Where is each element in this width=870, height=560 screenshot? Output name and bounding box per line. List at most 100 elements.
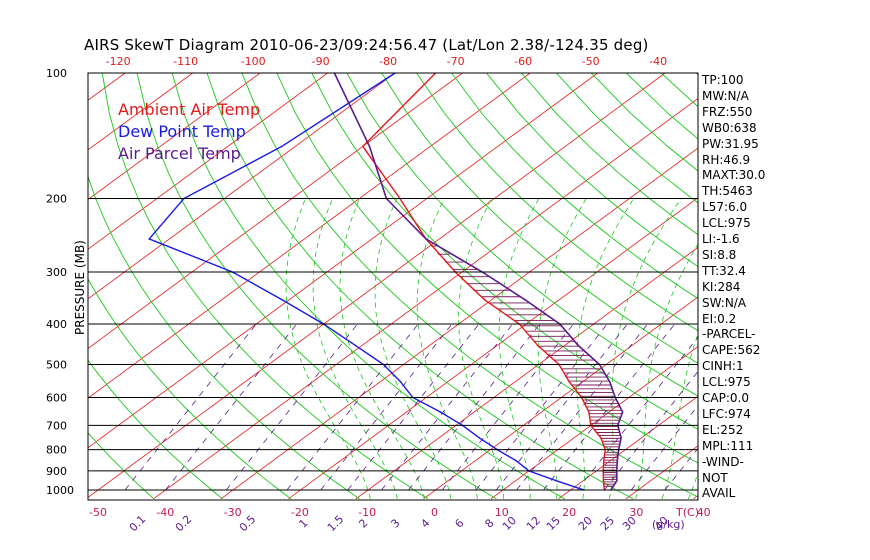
series-point [354,344,357,347]
isotherm-line [88,73,261,201]
isotherm-line [423,296,698,500]
pressure-tick-label: 800 [46,444,67,457]
isotherm-line [828,73,870,499]
series-point [281,299,284,301]
dry-adiabat-line [381,73,698,364]
mixing-ratio-line [286,323,419,491]
y-axis-label: PRESSURE (MB) [73,240,87,335]
pressure-grid: 100 200 300 400 500 600 700 800 900 1000 [46,67,698,497]
pressure-tick-label: 600 [46,391,67,404]
index-item: MW:N/A [702,88,749,103]
series-point [148,238,150,240]
dry-adiabat-line [801,73,870,499]
pressure-tick-label: 200 [46,193,67,206]
moist-adiabat-line [312,198,398,499]
dry-adiabat-line [241,73,698,498]
isotherm-line [490,346,698,500]
isotherm-line [355,246,698,500]
index-item: WB0:638 [702,120,757,135]
series-point [524,299,527,301]
moist-adiabat-line [661,332,698,499]
series-point [536,344,539,347]
pressure-tick-label: 1000 [46,484,74,497]
mixing-ratio-tick-label: 1.5 [325,513,347,535]
series-point [281,145,283,148]
dry-adiabat-line [0,73,17,499]
dry-adiabat-line [346,73,698,397]
top-temp-tick-label: -80 [379,55,397,68]
series-point [555,479,557,482]
pressure-tick-label: 300 [46,266,67,279]
index-item: CAP:0.0 [702,391,749,405]
series-point [620,437,622,439]
mixing-ratio-line [225,323,358,491]
dry-adiabat-line [766,73,870,499]
top-temp-tick-label: -40 [649,55,667,68]
series-point [577,344,579,347]
series-point [439,411,442,413]
isotherm-line [761,73,870,499]
bottom-temp-tick-label: -10 [358,506,376,519]
moist-adiabat-line [458,198,505,499]
dry-adiabat-line [171,73,565,500]
moist-adiabat-line [498,198,540,499]
grid-lines [0,73,870,500]
mixing-ratio-line [124,323,257,491]
index-item: FRZ:550 [702,104,753,119]
bottom-temp-tick-label: -50 [89,506,107,519]
top-temp-tick-label: -70 [447,55,465,68]
top-temp-tick-label: -120 [106,55,131,68]
isotherm-line [88,73,328,250]
bottom-temp-tick-label: 0 [431,506,438,519]
mixing-ratio-tick-label: 0.1 [127,513,149,535]
series-point [425,238,427,240]
mixing-ratio-tick-label: 15 [544,514,563,533]
index-item: CINH:1 [702,359,744,374]
pressure-tick-label: 500 [46,358,67,371]
moist-adiabat-line [537,198,587,499]
pressure-tick-label: 400 [46,318,67,331]
index-item: LFC:974 [702,406,751,421]
index-item: -WIND- [702,454,744,469]
moist-adiabat-line [374,198,452,499]
index-item: TH:5463 [702,184,753,199]
bottom-temp-tick-label: 10 [495,506,509,519]
index-item: AVAIL [702,486,736,501]
isotherm-line [88,73,598,449]
top-temp-tick-label: -100 [241,55,266,68]
index-item: LI:-1.6 [702,232,740,246]
dry-adiabat-line [486,73,698,268]
pressure-tick-label: 900 [46,465,67,478]
series-point [484,299,486,301]
series-point [588,411,590,413]
bottom-temp-tick-label: -40 [156,506,174,519]
isotherm-line [153,97,698,500]
top-temp-tick-label: -110 [173,55,198,68]
dry-adiabat-line [836,73,870,499]
bottom-temp-tick-label: -30 [224,506,242,519]
index-item: EI:0.2 [702,311,737,326]
dry-adiabat-line [88,175,360,500]
isotherm-line [558,395,698,500]
series-point [368,145,371,148]
moist-adiabat-line [339,198,425,499]
isotherm-line [0,73,58,499]
series-point [621,411,624,413]
pressure-tick-label: 100 [46,67,67,80]
isotherm-line [288,197,698,500]
moist-adiabat-line [285,198,371,499]
index-item: TT:32.4 [702,263,746,278]
index-item: NOT [702,470,728,485]
legend-entry: Air Parcel Temp [118,144,241,163]
legend-entry: Ambient Air Temp [118,100,261,119]
isotherm-line [88,73,193,151]
series-point [399,380,402,383]
series-point [515,459,517,462]
index-item: SW:N/A [702,295,747,310]
moist-adiabat-line [635,243,698,499]
bottom-temp-tick-label: 30 [629,506,643,519]
dry-adiabat-line [276,73,698,464]
top-temp-tick-label: -50 [582,55,600,68]
dry-adiabat-line [88,277,292,500]
index-item: LCL:975 [702,216,751,231]
